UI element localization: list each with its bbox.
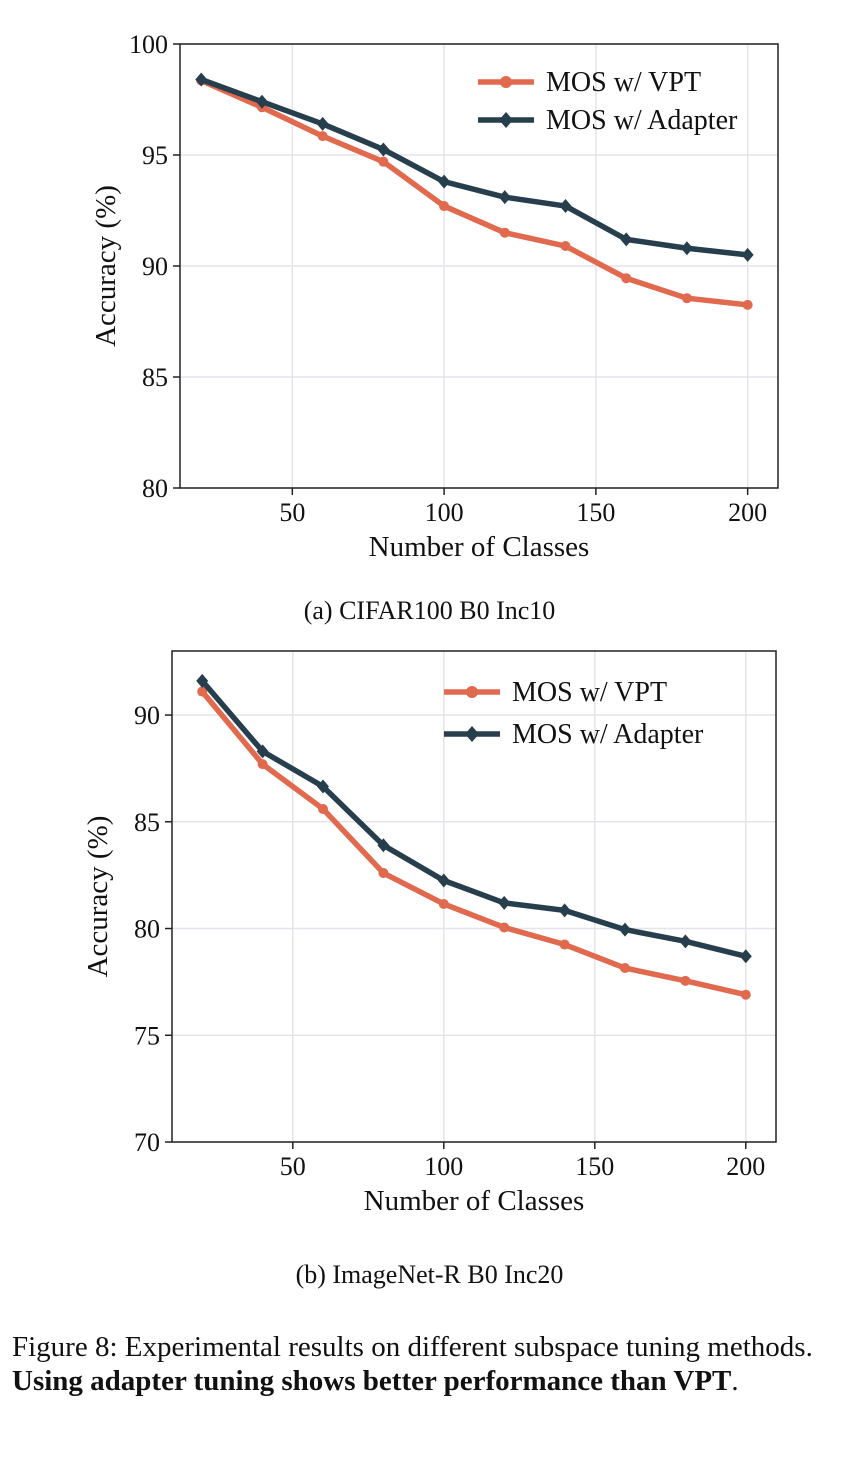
data-point: [558, 903, 571, 918]
legend-marker: [499, 112, 513, 128]
data-point: [559, 939, 570, 950]
legend-marker: [500, 76, 512, 88]
y-tick-label: 90: [142, 252, 168, 281]
plot-frame: [171, 650, 777, 1143]
data-point: [378, 868, 389, 879]
data-point: [499, 922, 510, 933]
caption-prefix: Figure 8: Experimental results on differ…: [12, 1331, 813, 1363]
legend-marker: [465, 726, 479, 742]
y-tick-label: 80: [142, 474, 168, 503]
data-point: [438, 174, 451, 189]
x-tick-label: 150: [575, 1152, 614, 1181]
data-point: [316, 116, 329, 131]
data-point: [621, 273, 632, 284]
y-tick-label: 75: [134, 1021, 160, 1050]
chart-a: 50 100 150 200 80 85 90 95 100 Number of Classes A…: [90, 30, 779, 563]
series-line: [198, 77, 751, 308]
data-point: [317, 779, 329, 794]
y-tick-label: 70: [134, 1128, 160, 1157]
data-point: [317, 131, 328, 142]
data-point: [679, 934, 692, 949]
data-point: [439, 201, 450, 212]
chart-b: 50 100 150 200 70 75 80 85 90 Number of Classes Ac…: [82, 650, 777, 1217]
data-point: [739, 949, 752, 964]
data-point: [559, 199, 572, 214]
data-point: [438, 898, 449, 909]
data-point: [680, 241, 693, 256]
data-point: [741, 247, 754, 262]
legend-label: MOS w/ VPT: [512, 677, 667, 708]
data-point: [619, 922, 631, 937]
data-point: [256, 744, 269, 759]
y-tick-label: 90: [134, 701, 160, 730]
data-point: [257, 759, 268, 770]
data-point: [740, 989, 751, 1000]
data-point: [437, 873, 450, 888]
data-point: [560, 241, 571, 252]
subcaption-b: (b) ImageNet-R B0 Inc20: [295, 1260, 564, 1289]
figure-caption: Figure 8: Experimental results on differ…: [12, 1330, 857, 1398]
data-point: [377, 142, 390, 157]
data-point: [498, 190, 511, 205]
data-point: [498, 895, 511, 910]
legend-label: MOS w/ VPT: [546, 67, 701, 98]
data-point: [680, 975, 691, 986]
caption-suffix: .: [731, 1365, 739, 1397]
x-tick-label: 200: [728, 498, 767, 527]
data-point: [196, 673, 209, 688]
y-axis-label: Accuracy (%): [90, 185, 122, 347]
data-point: [255, 94, 268, 109]
data-point: [195, 72, 208, 87]
y-tick-label: 100: [129, 30, 168, 59]
x-tick-label: 200: [726, 1152, 765, 1181]
data-point: [318, 803, 328, 814]
x-tick-label: 50: [279, 498, 305, 527]
data-point: [681, 293, 692, 304]
data-point: [377, 838, 390, 853]
x-axis-label: Number of Classes: [369, 531, 590, 563]
data-point: [197, 686, 208, 697]
chart-panel-a: 50 100 150 200 80 85 90 95 100 Number of Classes A…: [0, 0, 859, 645]
data-point: [499, 227, 510, 238]
series-line: [199, 678, 749, 960]
series-line: [199, 688, 749, 998]
subcaption-a: (a) CIFAR100 B0 Inc10: [303, 596, 556, 625]
data-point: [620, 232, 633, 247]
y-tick-label: 85: [134, 808, 160, 837]
x-tick-label: 100: [425, 498, 464, 527]
x-tick-label: 50: [280, 1152, 306, 1181]
caption-bold: Using adapter tuning shows better perfor…: [12, 1365, 732, 1397]
y-tick-label: 80: [134, 915, 160, 944]
legend-label: MOS w/ Adapter: [512, 719, 704, 750]
y-tick-label: 95: [142, 141, 168, 170]
legend-label: MOS w/ Adapter: [546, 105, 738, 136]
data-point: [620, 963, 630, 974]
legend-marker: [466, 686, 478, 698]
data-point: [742, 299, 753, 310]
y-tick-label: 85: [142, 363, 168, 392]
y-axis-label: Accuracy (%): [82, 816, 114, 978]
data-point: [378, 156, 389, 167]
x-tick-label: 150: [576, 498, 615, 527]
x-tick-label: 100: [424, 1152, 463, 1181]
series-line: [198, 76, 751, 258]
chart-panel-b: 50 100 150 200 70 75 80 85 90 Number of Classes Ac…: [0, 645, 859, 1300]
x-axis-label: Number of Classes: [364, 1185, 585, 1217]
